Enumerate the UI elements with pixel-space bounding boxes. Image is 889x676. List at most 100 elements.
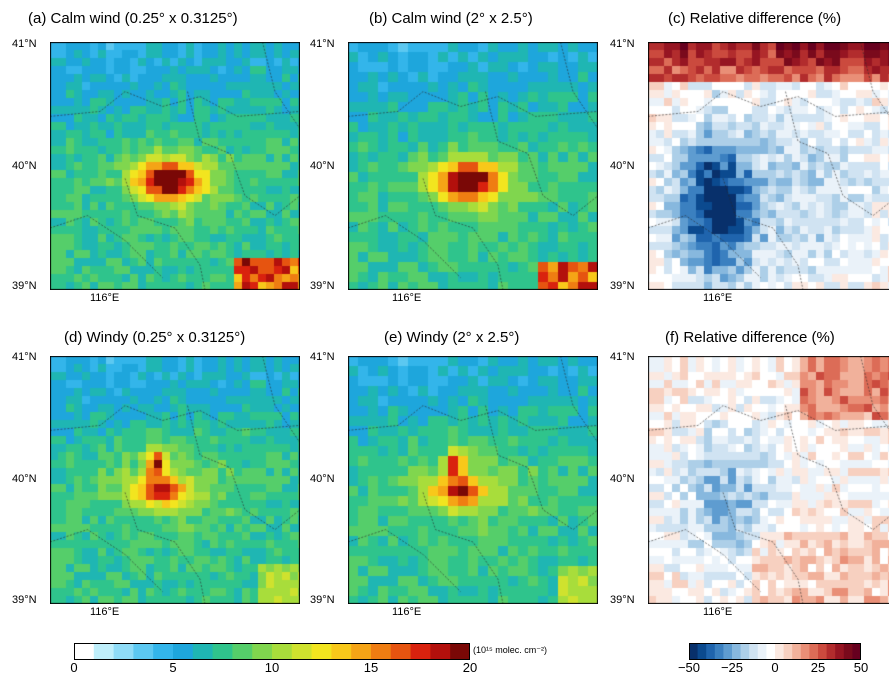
colorbar-swatch: [723, 643, 733, 660]
colorbar-swatch: [818, 643, 828, 660]
colorbar-swatch: [775, 643, 785, 660]
colorbar-swatch: [766, 643, 776, 660]
colorbar-swatch: [390, 643, 412, 660]
panel-title: (f) Relative difference (%): [665, 329, 835, 346]
lat-label-41: 41°N: [610, 351, 635, 363]
colorbar-tick: 0: [70, 660, 78, 675]
colorbar-swatch: [133, 643, 154, 660]
colorbar-swatch: [430, 643, 451, 660]
lon-label: 116°E: [90, 292, 120, 304]
colorbar-swatch: [351, 643, 372, 660]
heatmap-d: [50, 356, 300, 604]
colorbar-swatch: [410, 643, 431, 660]
colorbar-swatch: [749, 643, 759, 660]
lon-label: 116°E: [90, 606, 120, 618]
colorbar-tick: 50: [853, 660, 869, 675]
colorbar-tick: 0: [771, 660, 779, 675]
colorbar-swatch: [843, 643, 853, 660]
colorbar-swatch: [757, 643, 767, 660]
colorbar-relative-swatches: [689, 643, 862, 660]
lat-label-39: 39°N: [310, 594, 335, 606]
lat-label-39: 39°N: [12, 594, 37, 606]
lat-label-40: 40°N: [310, 160, 335, 172]
lat-label-40: 40°N: [610, 473, 635, 485]
lat-label-39: 39°N: [610, 280, 635, 292]
colorbar-tick: 15: [363, 660, 379, 675]
heatmap-c: [648, 42, 889, 290]
lat-label-40: 40°N: [610, 160, 635, 172]
lat-label-41: 41°N: [310, 38, 335, 50]
lat-label-40: 40°N: [12, 160, 37, 172]
colorbar-swatch: [93, 643, 115, 660]
heatmap-f: [648, 356, 889, 604]
map-a[interactable]: [50, 42, 300, 290]
colorbar-swatch: [826, 643, 836, 660]
colorbar-swatch: [783, 643, 793, 660]
lon-label: 116°E: [392, 292, 422, 304]
colorbar-swatch: [697, 643, 707, 660]
colorbar-swatch: [113, 643, 134, 660]
colorbar-swatch: [153, 643, 174, 660]
lat-label-41: 41°N: [12, 351, 37, 363]
colorbar-swatch: [212, 643, 233, 660]
colorbar-swatch: [272, 643, 293, 660]
colorbar-swatch: [800, 643, 810, 660]
lat-label-40: 40°N: [310, 473, 335, 485]
map-b[interactable]: [348, 42, 598, 290]
colorbar-swatch: [689, 643, 699, 660]
map-c[interactable]: [648, 42, 889, 290]
colorbar-swatch: [740, 643, 750, 660]
lat-label-39: 39°N: [610, 594, 635, 606]
colorbar-absolute-swatches: [74, 643, 471, 660]
colorbar-tick: 20: [462, 660, 478, 675]
colorbar-swatch: [809, 643, 819, 660]
colorbar-swatch: [732, 643, 742, 660]
lat-label-40: 40°N: [12, 473, 37, 485]
heatmap-b: [348, 42, 598, 290]
colorbar-swatch: [852, 643, 862, 660]
colorbar-swatch: [331, 643, 352, 660]
colorbar-swatch: [291, 643, 313, 660]
panel-title: (d) Windy (0.25° x 0.3125°): [64, 329, 246, 346]
colorbar-swatch: [450, 643, 471, 660]
panel-title: (c) Relative difference (%): [668, 10, 842, 27]
colorbar-swatch: [252, 643, 273, 660]
lat-label-39: 39°N: [310, 280, 335, 292]
colorbar-absolute-ticks: 0 5 10 15 20: [70, 660, 477, 676]
colorbar-swatch: [232, 643, 253, 660]
panel-title: (a) Calm wind (0.25° x 0.3125°): [28, 10, 238, 27]
colorbar-swatch: [371, 643, 392, 660]
colorbar-swatch: [714, 643, 724, 660]
colorbar-tick: −50: [677, 660, 701, 675]
map-e[interactable]: [348, 356, 598, 604]
lon-label: 116°E: [392, 606, 422, 618]
map-d[interactable]: [50, 356, 300, 604]
colorbar-unit-label: (10¹⁵ molec. cm⁻²): [473, 645, 547, 655]
heatmap-a: [50, 42, 300, 290]
colorbar-swatch: [173, 643, 194, 660]
colorbar-tick: 25: [810, 660, 826, 675]
lat-label-39: 39°N: [12, 280, 37, 292]
colorbar-frame: [74, 643, 470, 660]
colorbar-frame: [689, 643, 861, 660]
colorbar-tick: 10: [264, 660, 280, 675]
colorbar-swatch: [792, 643, 802, 660]
colorbar-swatch: [74, 643, 95, 660]
colorbar-swatch: [706, 643, 716, 660]
panel-title: (b) Calm wind (2° x 2.5°): [369, 10, 533, 27]
colorbar-relative: [689, 643, 862, 665]
colorbar-tick: 5: [169, 660, 177, 675]
lat-label-41: 41°N: [610, 38, 635, 50]
colorbar-swatch: [835, 643, 845, 660]
colorbar-tick: −25: [720, 660, 744, 675]
panel-title: (e) Windy (2° x 2.5°): [384, 329, 520, 346]
lon-label: 116°E: [703, 292, 733, 304]
colorbar-absolute: [74, 643, 471, 665]
map-f[interactable]: [648, 356, 889, 604]
lon-label: 116°E: [703, 606, 733, 618]
colorbar-swatch: [192, 643, 214, 660]
lat-label-41: 41°N: [12, 38, 37, 50]
colorbar-swatch: [311, 643, 332, 660]
colorbar-relative-ticks: −50 −25 0 25 50: [678, 660, 868, 676]
lat-label-41: 41°N: [310, 351, 335, 363]
